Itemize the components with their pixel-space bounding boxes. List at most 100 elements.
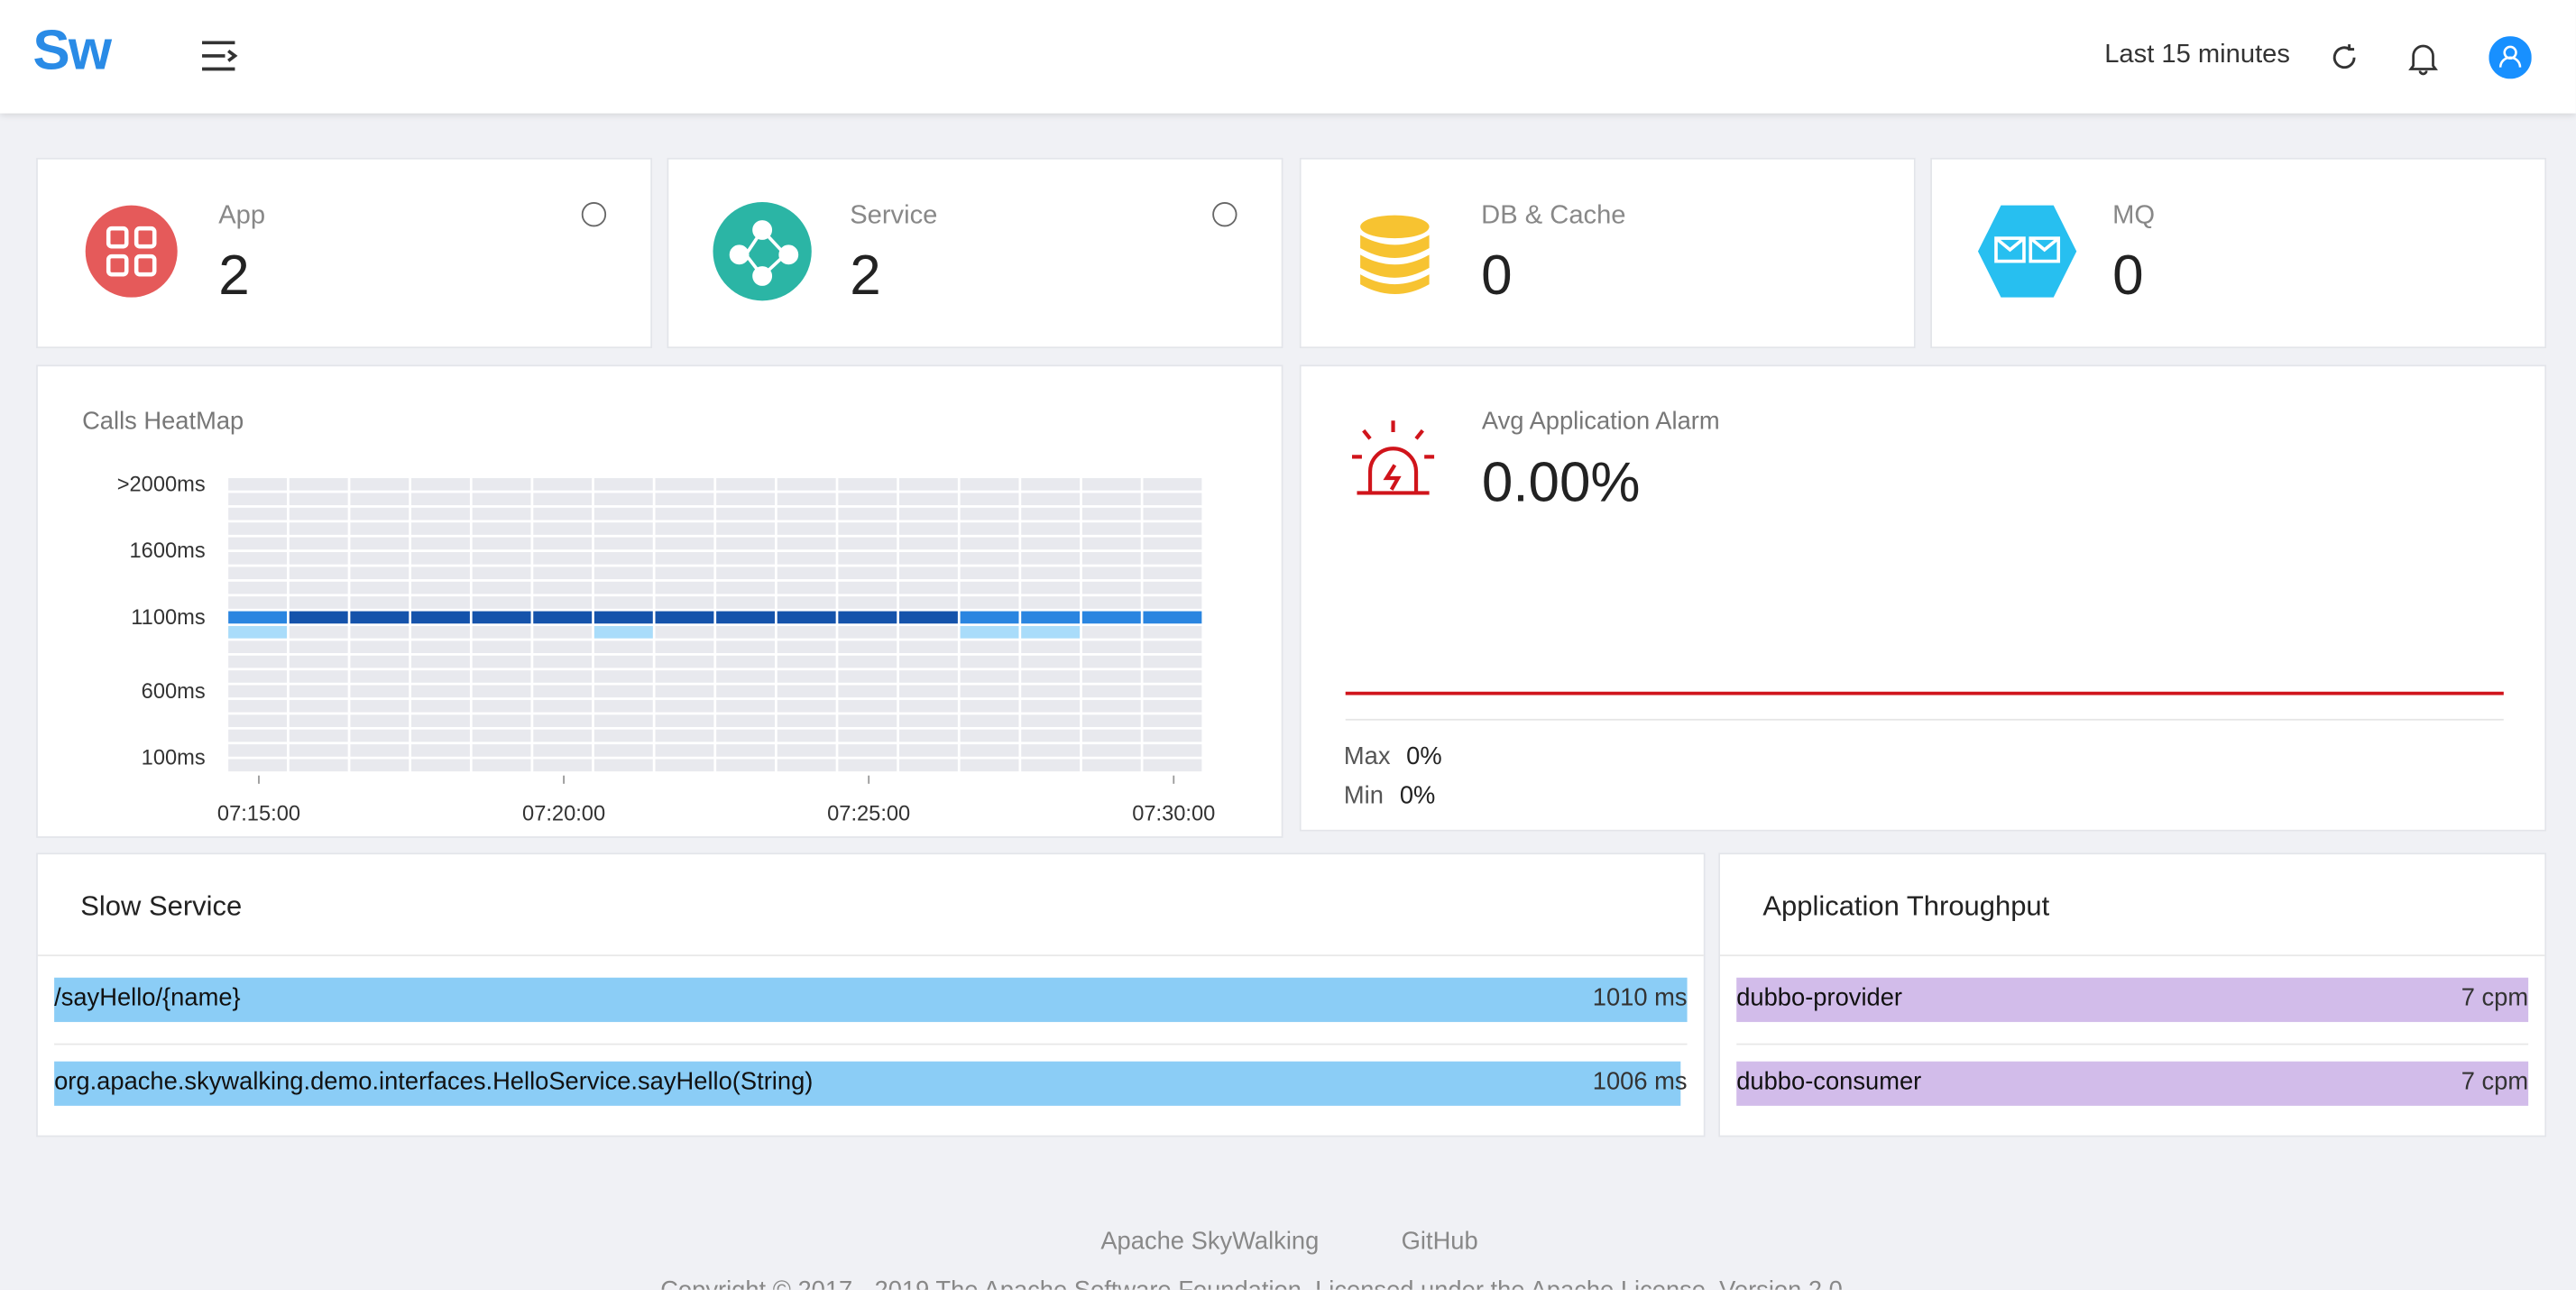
max-label: Max bbox=[1344, 742, 1391, 770]
heatmap-cell-bg bbox=[350, 700, 409, 713]
heatmap-cell-bg bbox=[350, 538, 409, 550]
footer-link[interactable]: GitHub bbox=[1402, 1228, 1478, 1256]
heatmap-cell-bg bbox=[290, 700, 348, 713]
stat-icon bbox=[1348, 206, 1447, 304]
heatmap-cell-bg bbox=[473, 686, 531, 698]
bell-icon[interactable] bbox=[2406, 40, 2439, 76]
heatmap-cell-bg bbox=[228, 493, 287, 505]
x-tick-label: 07:25:00 bbox=[827, 803, 910, 826]
heatmap-cell-bg bbox=[656, 686, 714, 698]
heatmap-cell-bg bbox=[777, 656, 836, 668]
heatmap-cell-bg bbox=[899, 656, 958, 668]
heatmap-cell-bg bbox=[961, 730, 1019, 742]
heatmap-cell-bg bbox=[961, 759, 1019, 771]
heatmap-cell-bg bbox=[290, 714, 348, 727]
heatmap-cell-bg bbox=[473, 714, 531, 727]
heatmap-cell-bg bbox=[656, 700, 714, 713]
heatmap: >2000ms1600ms1100ms600ms100ms07:15:0007:… bbox=[38, 366, 1284, 840]
time-range[interactable]: Last 15 minutes bbox=[2104, 41, 2290, 71]
heatmap-cell-bg bbox=[1082, 626, 1141, 639]
heatmap-cell-bg bbox=[533, 538, 592, 550]
heatmap-cell-bg bbox=[533, 493, 592, 505]
heatmap-cell-bg bbox=[777, 493, 836, 505]
heatmap-cell-bg bbox=[1082, 522, 1141, 535]
heatmap-cell-bg bbox=[716, 567, 775, 579]
heatmap-cell-bg bbox=[411, 714, 470, 727]
heatmap-cell-bg bbox=[961, 478, 1019, 491]
max-value: 0% bbox=[1406, 742, 1442, 770]
heatmap-cell-bg bbox=[594, 714, 653, 727]
heatmap-cell-bg bbox=[350, 744, 409, 757]
heatmap-cell-bg bbox=[899, 744, 958, 757]
heatmap-cell bbox=[1021, 612, 1080, 624]
heatmap-cell-bg bbox=[961, 640, 1019, 653]
panel-title: Application Throughput bbox=[1762, 890, 2049, 923]
heatmap-cell-bg bbox=[533, 626, 592, 639]
heatmap-cell-bg bbox=[838, 640, 897, 653]
heatmap-cell-bg bbox=[533, 522, 592, 535]
heatmap-cell bbox=[961, 626, 1019, 639]
heatmap-cell bbox=[777, 612, 836, 624]
heatmap-cell-bg bbox=[533, 714, 592, 727]
user-avatar[interactable] bbox=[2489, 36, 2531, 78]
heatmap-cell-bg bbox=[961, 567, 1019, 579]
heatmap-cell-bg bbox=[1143, 759, 1201, 771]
heatmap-cell-bg bbox=[411, 478, 470, 491]
heatmap-cell-bg bbox=[228, 582, 287, 594]
heatmap-cell-bg bbox=[594, 522, 653, 535]
min-value: 0% bbox=[1400, 782, 1436, 810]
heatmap-cell-bg bbox=[961, 596, 1019, 609]
stat-label: App bbox=[218, 202, 265, 232]
y-tick-label: 600ms bbox=[142, 680, 206, 704]
heatmap-cell-bg bbox=[290, 493, 348, 505]
heatmap-cell-bg bbox=[411, 493, 470, 505]
heatmap-cell-bg bbox=[290, 522, 348, 535]
heatmap-cell-bg bbox=[290, 744, 348, 757]
heatmap-cell-bg bbox=[228, 744, 287, 757]
heatmap-cell-bg bbox=[1143, 656, 1201, 668]
heatmap-cell bbox=[1143, 612, 1201, 624]
heatmap-cell-bg bbox=[1143, 626, 1201, 639]
bar bbox=[54, 978, 1687, 1022]
heatmap-cell-bg bbox=[228, 714, 287, 727]
heatmap-panel: Calls HeatMap>2000ms1600ms1100ms600ms100… bbox=[36, 364, 1283, 838]
heatmap-cell-bg bbox=[594, 478, 653, 491]
refresh-icon[interactable] bbox=[2328, 41, 2360, 74]
heatmap-cell bbox=[594, 612, 653, 624]
stat-value: 0 bbox=[1481, 244, 1512, 309]
heatmap-cell-bg bbox=[1021, 596, 1080, 609]
stat-label: MQ bbox=[2112, 202, 2155, 232]
heatmap-cell-bg bbox=[961, 744, 1019, 757]
heatmap-cell-bg bbox=[656, 522, 714, 535]
heatmap-cell-bg bbox=[1021, 714, 1080, 727]
heatmap-cell-bg bbox=[1143, 670, 1201, 683]
stat-label: DB & Cache bbox=[1481, 202, 1625, 232]
heatmap-cell-bg bbox=[716, 596, 775, 609]
footer-link[interactable]: Apache SkyWalking bbox=[1100, 1228, 1319, 1256]
heatmap-cell-bg bbox=[716, 656, 775, 668]
heatmap-cell-bg bbox=[838, 552, 897, 565]
heatmap-cell-bg bbox=[777, 626, 836, 639]
heatmap-cell-bg bbox=[228, 538, 287, 550]
heatmap-cell-bg bbox=[1143, 700, 1201, 713]
heatmap-cell-bg bbox=[1021, 700, 1080, 713]
heatmap-cell-bg bbox=[1021, 478, 1080, 491]
heatmap-cell-bg bbox=[290, 478, 348, 491]
heatmap-cell-bg bbox=[1082, 670, 1141, 683]
heatmap-cell-bg bbox=[656, 656, 714, 668]
logo[interactable]: Sw bbox=[32, 20, 110, 84]
heatmap-cell-bg bbox=[777, 700, 836, 713]
heatmap-cell-bg bbox=[411, 656, 470, 668]
heatmap-cell-bg bbox=[411, 670, 470, 683]
heatmap-cell-bg bbox=[533, 730, 592, 742]
heatmap-cell-bg bbox=[1082, 730, 1141, 742]
heatmap-cell-bg bbox=[838, 744, 897, 757]
heatmap-cell-bg bbox=[899, 759, 958, 771]
heatmap-cell-bg bbox=[777, 508, 836, 521]
heatmap-cell bbox=[1082, 612, 1141, 624]
heatmap-cell-bg bbox=[594, 700, 653, 713]
stat-icon bbox=[86, 206, 184, 304]
heatmap-cell-bg bbox=[1082, 700, 1141, 713]
menu-icon[interactable] bbox=[198, 36, 240, 76]
